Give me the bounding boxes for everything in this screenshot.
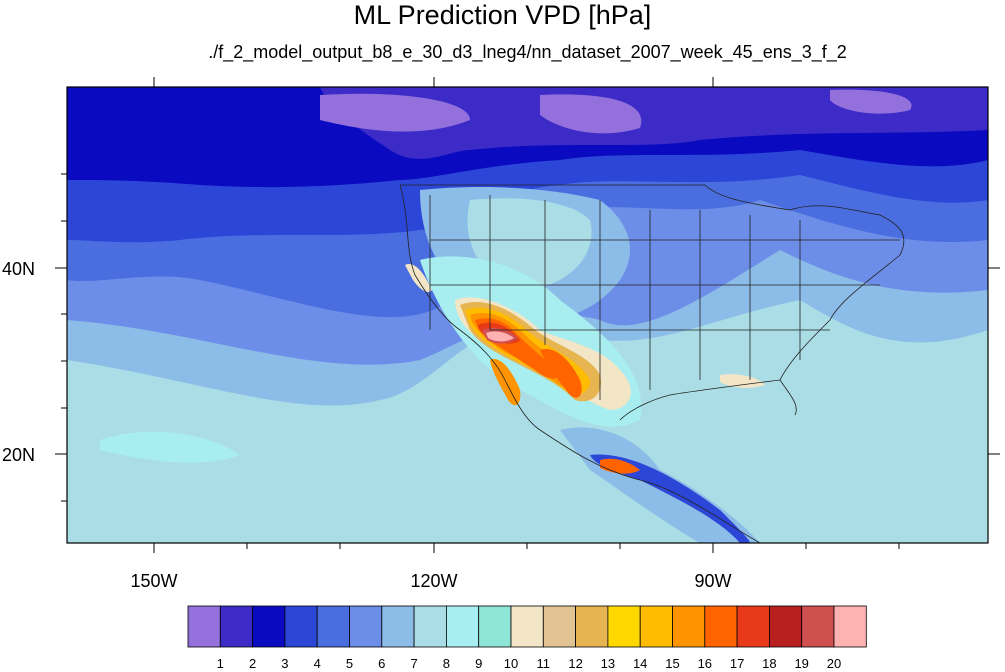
colorbar-label-15: 15 — [665, 656, 680, 671]
colorbar-box-2 — [252, 605, 286, 648]
colorbar-box-6 — [381, 605, 415, 648]
colorbar-label-10: 10 — [503, 656, 519, 671]
colorbar-label-20: 20 — [826, 656, 842, 671]
colorbar-box-0 — [187, 605, 221, 648]
colorbar-label-8: 8 — [442, 656, 450, 671]
colorbar-box-4 — [316, 605, 350, 648]
lon-label-120w: 120W — [410, 571, 458, 591]
colorbar-label-9: 9 — [475, 656, 483, 671]
colorbar-box-17 — [736, 605, 770, 648]
colorbar-box-8 — [445, 605, 480, 648]
colorbar-box-20 — [833, 605, 867, 648]
colorbar-box-5 — [349, 605, 383, 648]
colorbar-label-16: 16 — [697, 656, 713, 671]
lat-label-40n: 40N — [2, 259, 36, 279]
coastline-outlines — [399, 184, 905, 543]
colorbar-label-7: 7 — [410, 656, 418, 671]
lon-label-90w: 90W — [694, 571, 732, 591]
lon-label-150w: 150W — [130, 571, 178, 591]
vpd-contour-field — [67, 87, 988, 543]
colorbar-label-2: 2 — [248, 656, 257, 671]
colorbar-label-14: 14 — [632, 656, 648, 671]
colorbar-box-13 — [607, 605, 641, 648]
colorbar-box-7 — [413, 605, 447, 648]
lat-label-20n: 20N — [2, 445, 36, 465]
axis-ticks — [55, 77, 1000, 553]
colorbar-label-4: 4 — [313, 656, 321, 671]
colorbar-box-19 — [801, 605, 835, 648]
colorbar-box-10 — [510, 605, 544, 648]
colorbar-box-11 — [542, 605, 576, 648]
colorbar-box-15 — [672, 605, 706, 648]
colorbar-label-11: 11 — [536, 656, 551, 671]
colorbar-label-12: 12 — [568, 656, 583, 671]
colorbar-label-17: 17 — [729, 656, 745, 671]
colorbar-box-14 — [639, 605, 673, 648]
colorbar-label-5: 5 — [345, 656, 354, 671]
colorbar-box-12 — [575, 605, 609, 648]
colorbar-label-1: 1 — [216, 656, 224, 671]
map-title: ML Prediction VPD [hPa] — [353, 0, 652, 30]
colorbar-box-18 — [769, 605, 803, 648]
colorbar-label-19: 19 — [794, 656, 809, 671]
colorbar-label-13: 13 — [600, 656, 616, 671]
colorbar-box-3 — [284, 605, 318, 648]
colorbar-label-18: 18 — [762, 656, 777, 671]
colorbar-label-6: 6 — [378, 656, 386, 671]
colorbar-box-1 — [219, 605, 254, 648]
colorbar-box-16 — [704, 605, 738, 648]
colorbar — [187, 605, 867, 648]
colorbar-box-9 — [478, 605, 512, 648]
colorbar-label-3: 3 — [281, 656, 289, 671]
map-subtitle: ./f_2_model_output_b8_e_30_d3_lneg4/nn_d… — [208, 42, 847, 62]
